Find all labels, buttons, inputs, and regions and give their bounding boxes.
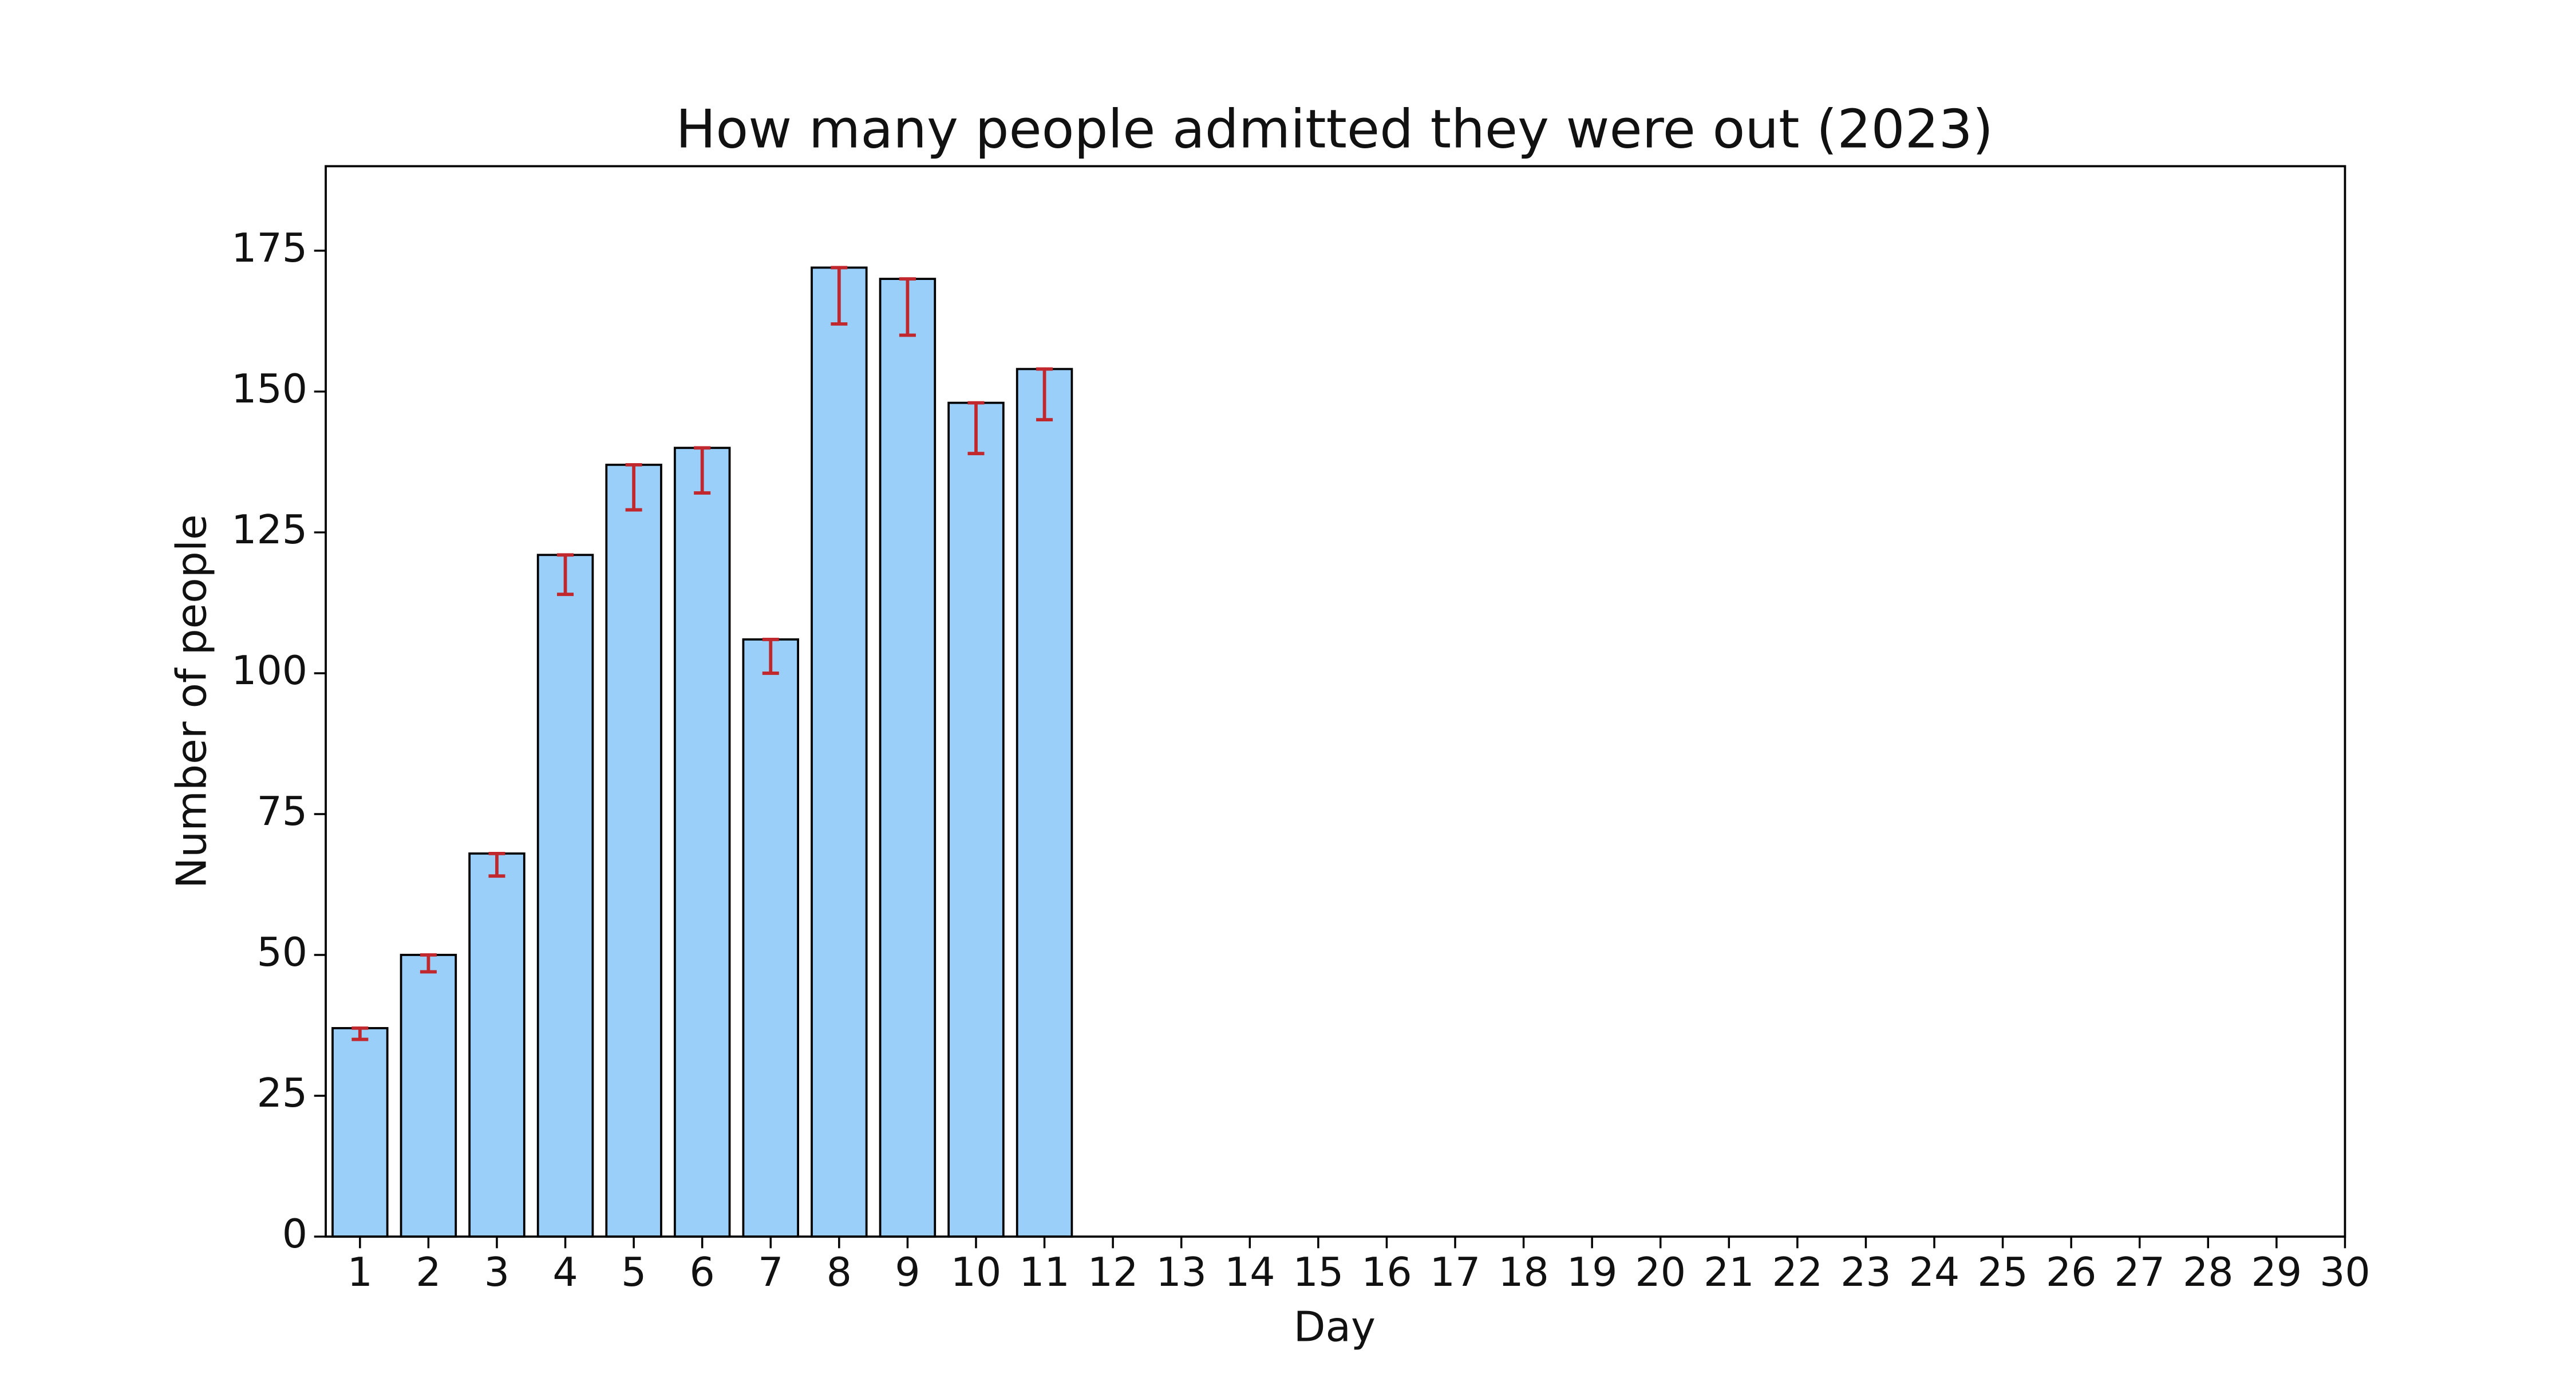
- x-tick-label: 19: [1567, 1249, 1618, 1296]
- bar: [400, 954, 457, 1238]
- x-tick-label: 24: [1909, 1249, 1960, 1296]
- bar: [536, 554, 594, 1238]
- x-tick-label: 22: [1772, 1249, 1823, 1296]
- bar: [331, 1027, 389, 1238]
- x-tick-label: 13: [1156, 1249, 1207, 1296]
- x-tick-label: 1: [347, 1249, 373, 1296]
- x-tick-label: 20: [1635, 1249, 1686, 1296]
- y-tick-label: 100: [231, 647, 307, 694]
- x-tick-label: 26: [2046, 1249, 2097, 1296]
- y-tick-label: 150: [231, 366, 307, 412]
- x-axis-label: Day: [1294, 1304, 1376, 1352]
- bar: [673, 447, 731, 1238]
- x-tick-label: 6: [690, 1249, 715, 1296]
- x-tick-label: 28: [2183, 1249, 2234, 1296]
- x-tick-label: 23: [1840, 1249, 1891, 1296]
- x-tick-label: 30: [2320, 1249, 2370, 1296]
- chart-title: How many people admitted they were out (…: [676, 98, 1993, 160]
- x-tick-label: 5: [621, 1249, 646, 1296]
- x-tick-label: 16: [1361, 1249, 1412, 1296]
- bar: [742, 638, 799, 1238]
- y-tick-label: 75: [256, 788, 307, 835]
- bar: [811, 266, 868, 1238]
- x-tick-label: 8: [827, 1249, 852, 1296]
- plot-frame: [325, 165, 2346, 1238]
- x-tick-label: 2: [416, 1249, 441, 1296]
- y-tick-label: 0: [282, 1211, 307, 1257]
- x-tick-label: 3: [484, 1249, 509, 1296]
- bar: [1016, 368, 1073, 1238]
- y-tick-label: 25: [256, 1070, 307, 1116]
- y-tick-label: 50: [256, 929, 307, 976]
- x-tick-label: 27: [2114, 1249, 2165, 1296]
- y-axis-label: Number of people: [168, 514, 216, 889]
- bar: [468, 852, 526, 1238]
- y-tick-label: 125: [231, 507, 307, 553]
- x-tick-label: 25: [1977, 1249, 2028, 1296]
- x-tick-label: 12: [1088, 1249, 1139, 1296]
- x-tick-label: 29: [2251, 1249, 2302, 1296]
- bar: [947, 401, 1005, 1238]
- x-tick-label: 14: [1224, 1249, 1275, 1296]
- x-tick-label: 11: [1019, 1249, 1070, 1296]
- x-tick-label: 7: [758, 1249, 783, 1296]
- x-tick-label: 9: [895, 1249, 920, 1296]
- y-tick-label: 175: [231, 225, 307, 271]
- x-tick-label: 10: [951, 1249, 1002, 1296]
- x-tick-label: 4: [552, 1249, 578, 1296]
- bar: [879, 278, 937, 1238]
- x-tick-label: 17: [1430, 1249, 1481, 1296]
- bar: [605, 463, 662, 1238]
- x-tick-label: 15: [1293, 1249, 1344, 1296]
- x-tick-label: 18: [1498, 1249, 1549, 1296]
- x-tick-label: 21: [1704, 1249, 1755, 1296]
